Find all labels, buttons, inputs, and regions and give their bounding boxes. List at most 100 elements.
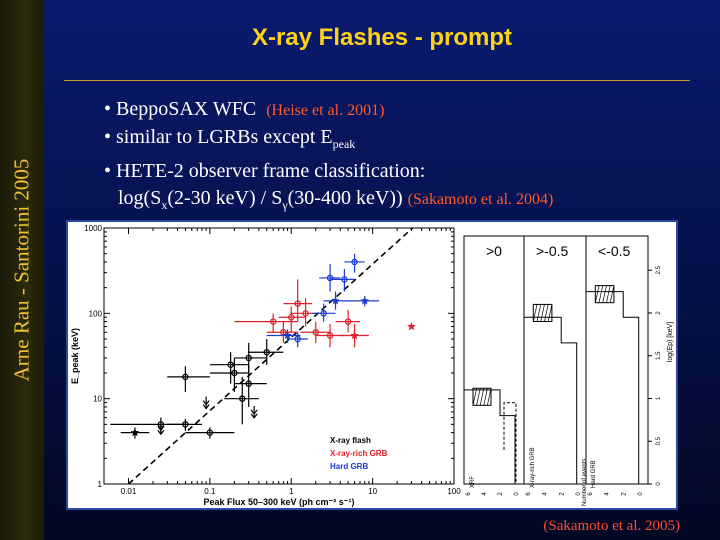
slide-title: X-ray Flashes - prompt xyxy=(251,24,513,51)
circle-marker xyxy=(351,258,358,266)
hist-bottom-tick-label: 0 xyxy=(514,492,520,496)
hist-top-label-hard: <-0.5 xyxy=(598,243,631,259)
hist-right-tick-label: 1 xyxy=(656,396,662,400)
circle-marker xyxy=(245,380,252,387)
legend-xrr: X-ray-rich GRB xyxy=(330,449,388,458)
hist-step-outline xyxy=(586,291,640,484)
hist-top-label-xrr: >-0.5 xyxy=(536,243,569,259)
star-marker xyxy=(350,331,359,340)
hist-right-tick-label: 2 xyxy=(656,311,662,315)
hist-right-tick-label: 2.5 xyxy=(656,265,662,274)
scatter-y-axis-label: E_peak (keV) xyxy=(70,328,80,384)
bullet-beppo-text: • BeppoSAX WFC xyxy=(104,98,257,120)
formula-ref: (Sakamoto et al. 2004) xyxy=(407,191,554,208)
legend-xrf: X-ray flash xyxy=(330,436,371,445)
upper-limit-arrow xyxy=(157,425,165,432)
hist-hatched-bin xyxy=(594,285,615,304)
formula-part-b: (2-30 keV) / S xyxy=(167,187,283,209)
star-marker xyxy=(331,296,340,305)
circle-marker xyxy=(326,274,334,282)
hist-hatch-line xyxy=(472,388,477,406)
hist-hatch-line xyxy=(602,285,607,303)
hist-right-axis-label: log(Ep) [keV] xyxy=(667,322,674,363)
scatter-points xyxy=(110,253,416,439)
star-marker xyxy=(360,296,369,305)
circle-marker xyxy=(227,361,234,368)
bullet-hete-text: • HETE-2 observer frame classification: xyxy=(104,160,426,182)
hist-bottom-tick-label: 6 xyxy=(466,492,472,496)
figure-caption: (Sakamoto et al. 2005) xyxy=(543,518,680,534)
hist-bottom-tick-label: 0 xyxy=(638,492,644,496)
hist-hatch-line xyxy=(547,304,553,322)
circle-marker xyxy=(263,348,271,356)
circle-marker xyxy=(269,318,277,325)
circle-marker xyxy=(245,354,252,362)
bullet-similar-sub: peak xyxy=(332,137,356,151)
hist-hatch-line xyxy=(532,304,538,322)
scatter-frame xyxy=(103,227,455,485)
bullet-list: • BeppoSAX WFC (Heise et al. 2001) • sim… xyxy=(104,96,553,219)
y-tick-label: 1 xyxy=(98,480,103,489)
y-tick-label: 10 xyxy=(93,395,102,404)
hist-panel-label-xrf: XRF xyxy=(470,476,476,488)
bullet-similar: • similar to LGRBs except Epeak xyxy=(104,124,553,158)
hist-hatch-line xyxy=(540,304,545,322)
title-divider xyxy=(64,80,690,81)
hist-panel-label-hard: Hard GRB xyxy=(591,460,597,488)
formula-sub-x: x xyxy=(161,198,168,212)
circle-marker xyxy=(206,429,214,436)
y-tick-label: 1000 xyxy=(84,224,102,233)
hist-right-tick-label: 0.5 xyxy=(656,436,662,445)
circle-marker xyxy=(341,276,348,283)
hist-panel-label-xrr: X-ray-rich GRB xyxy=(530,447,536,488)
hist-hatch-line xyxy=(544,304,549,322)
x-tick-label: 0.1 xyxy=(204,487,216,496)
circle-marker xyxy=(294,300,301,307)
upper-limit-arrow xyxy=(250,413,258,419)
diagonal-boundary-line xyxy=(127,227,414,485)
sidebar-strip: Arne Rau - Santorini 2005 xyxy=(0,0,44,540)
hist-bottom-tick-label: 2 xyxy=(621,492,627,496)
hist-bottom-tick-label: 6 xyxy=(588,492,594,496)
hist-bottom-tick-label: 2 xyxy=(498,492,504,496)
formula-part-a: log(S xyxy=(118,187,162,209)
hist-panel-frame xyxy=(585,235,649,485)
hist-hatch-line xyxy=(479,388,485,406)
upper-limit-arrow xyxy=(157,429,165,436)
scatter-legend: X-ray flash X-ray-rich GRB Hard GRB xyxy=(330,436,388,471)
scatter-ticks: 0.01 0.1 1 10 100 1 10 100 1000 xyxy=(84,224,461,496)
hist-bottom-axis-label: Number of events xyxy=(582,459,588,506)
star-marker xyxy=(283,331,292,340)
circle-marker xyxy=(302,310,309,317)
circle-marker xyxy=(182,373,189,381)
circle-marker xyxy=(280,329,287,336)
x-tick-label: 10 xyxy=(368,487,377,496)
circle-marker xyxy=(231,369,238,377)
hist-top-label-xrf: >0 xyxy=(486,243,502,259)
hist-hatch-line xyxy=(483,388,488,406)
y-tick-label: 100 xyxy=(89,309,103,318)
scatter-x-axis-label: Peak Flux 50–300 keV (ph cm⁻² s⁻¹) xyxy=(203,497,354,507)
hist-hatch-line xyxy=(487,388,492,406)
circle-marker xyxy=(344,318,352,325)
bullet-beppo: • BeppoSAX WFC (Heise et al. 2001) xyxy=(104,96,553,124)
hist-hatch-line xyxy=(606,285,611,303)
hist-bottom-tick-label: 4 xyxy=(605,492,611,496)
circle-marker xyxy=(320,310,327,317)
star-marker xyxy=(407,322,416,331)
circle-marker xyxy=(182,421,189,428)
circle-marker xyxy=(287,313,295,321)
hist-step-outline xyxy=(464,389,516,484)
hist-bottom-tick-label: 4 xyxy=(482,492,488,496)
hist-dashed-bin xyxy=(503,402,517,484)
bullet-similar-text: • similar to LGRBs except E xyxy=(104,126,333,148)
hist-hatch-line xyxy=(598,285,604,303)
hist-bottom-tick-label: 4 xyxy=(543,492,549,496)
upper-limit-arrow xyxy=(202,400,210,406)
circle-marker xyxy=(294,335,301,343)
x-tick-label: 100 xyxy=(447,487,461,496)
histogram-panels: 6 4 2 0 6 4 2 0 6 4 2 0 0 0.5 1 1.5 2 2.5 xyxy=(463,235,662,496)
circle-marker xyxy=(239,395,246,402)
hist-bottom-tick-label: 0 xyxy=(576,492,582,496)
